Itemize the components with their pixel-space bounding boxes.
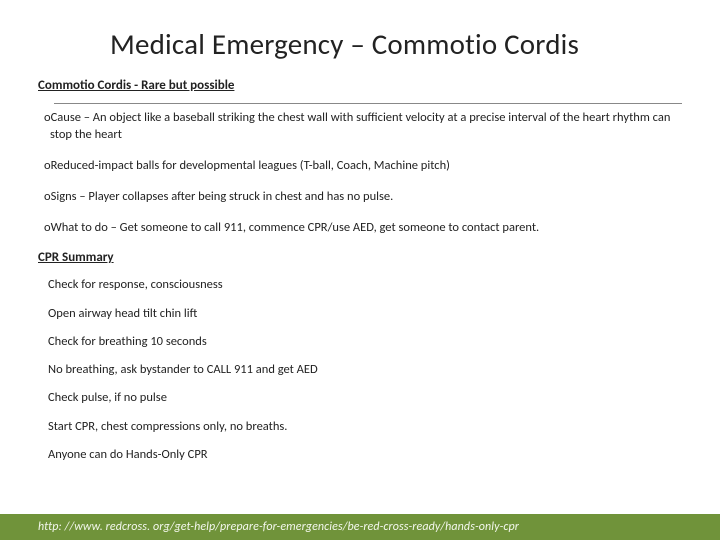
bullet-marker: o: [44, 110, 51, 125]
list-item: No breathing, ask bystander to CALL 911 …: [48, 362, 682, 378]
list-item: oReduced-impact balls for developmental …: [38, 158, 682, 175]
list-item: Anyone can do Hands-Only CPR: [48, 447, 682, 463]
list-item: Check pulse, if no pulse: [48, 390, 682, 406]
subheading: Commotio Cordis - Rare but possible: [38, 78, 682, 93]
slide: Medical Emergency – Commotio Cordis Comm…: [0, 0, 720, 540]
list-item: oSigns – Player collapses after being st…: [38, 189, 682, 206]
bullet-text: What to do – Get someone to call 911, co…: [51, 220, 540, 235]
list-item: Check for breathing 10 seconds: [48, 334, 682, 350]
list-item: Check for response, consciousness: [48, 277, 682, 293]
footer-bar: http: //www. redcross. org/get-help/prep…: [0, 514, 720, 540]
bullet-text: Signs – Player collapses after being str…: [51, 189, 394, 204]
cpr-heading: CPR Summary: [38, 250, 682, 265]
list-item: Start CPR, chest compressions only, no b…: [48, 419, 682, 435]
bullet-text: Cause – An object like a baseball striki…: [50, 110, 670, 142]
list-item: Open airway head tilt chin lift: [48, 306, 682, 322]
list-item: oWhat to do – Get someone to call 911, c…: [38, 220, 682, 237]
list-item: oCause – An object like a baseball strik…: [38, 110, 682, 144]
divider: [54, 103, 682, 104]
bullet-marker: o: [44, 189, 51, 204]
footer-link-text: http: //www. redcross. org/get-help/prep…: [38, 520, 519, 534]
bullet-marker: o: [44, 158, 51, 173]
bullet-list: oCause – An object like a baseball strik…: [38, 110, 682, 236]
bullet-text: Reduced-impact balls for developmental l…: [51, 158, 450, 173]
bullet-marker: o: [44, 220, 51, 235]
page-title: Medical Emergency – Commotio Cordis: [110, 26, 682, 62]
cpr-list: Check for response, consciousness Open a…: [48, 277, 682, 463]
